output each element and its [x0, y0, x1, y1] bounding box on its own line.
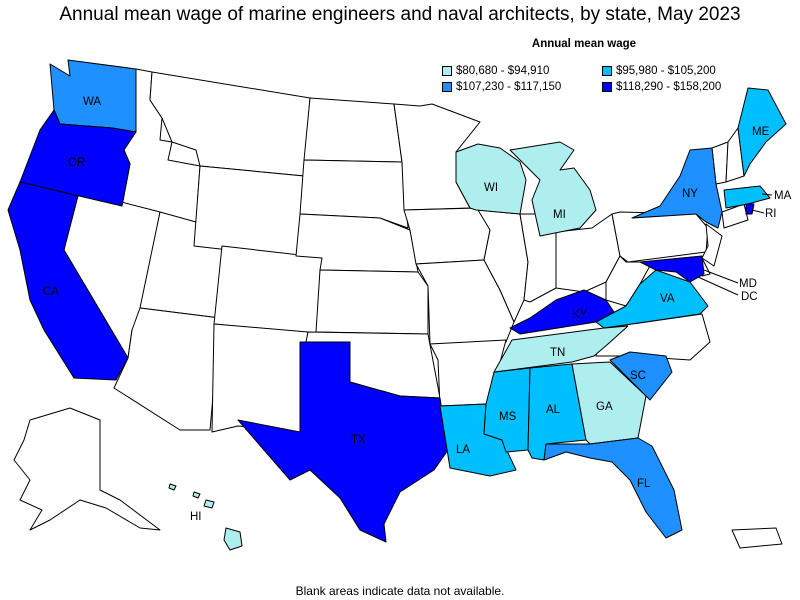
legend-label: $107,230 - $117,150 — [456, 81, 562, 93]
leader-DC — [697, 276, 739, 296]
state-WI[interactable] — [455, 143, 527, 215]
legend-item-tier-1: $80,680 - $94,910 — [442, 65, 549, 79]
label-DC: DC — [741, 291, 758, 303]
label-GA: GA — [596, 401, 613, 413]
legend-item-tier-3: $107,230 - $117,150 — [442, 81, 561, 95]
label-WI: WI — [484, 182, 498, 194]
state-PR[interactable] — [731, 527, 783, 549]
legend-swatch — [602, 82, 612, 92]
legend-label: $95,980 - $105,200 — [616, 65, 716, 77]
state-KY[interactable] — [509, 289, 615, 335]
label-FL: FL — [637, 478, 651, 490]
label-WA: WA — [83, 96, 101, 108]
label-TN: TN — [550, 347, 565, 359]
state-CO[interactable] — [213, 245, 327, 335]
state-MD[interactable] — [639, 255, 705, 283]
label-KY: KY — [572, 309, 588, 321]
state-MT[interactable] — [149, 71, 311, 177]
blank-states — [13, 68, 783, 549]
leader-RI — [751, 209, 765, 214]
state-KS[interactable] — [315, 269, 429, 335]
state-NY[interactable] — [631, 147, 723, 229]
label-LA: LA — [456, 444, 470, 456]
leader-MD — [703, 269, 739, 284]
label-MA: MA — [774, 190, 792, 202]
state-ND[interactable] — [303, 97, 403, 163]
state-AK[interactable] — [13, 407, 161, 531]
state-SD[interactable] — [299, 159, 409, 229]
state-PA[interactable] — [611, 211, 709, 263]
data-states — [7, 59, 787, 551]
state-MA[interactable] — [723, 185, 771, 209]
state-CA[interactable] — [7, 181, 129, 381]
footnote: Blank areas indicate data not available. — [295, 584, 505, 598]
state-OR[interactable] — [19, 109, 137, 207]
label-SC: SC — [630, 370, 646, 382]
state-NJ[interactable] — [701, 223, 723, 267]
label-TX: TX — [351, 434, 366, 446]
label-MD: MD — [739, 278, 757, 290]
label-ME: ME — [752, 126, 770, 138]
legend-label: $80,680 - $94,910 — [456, 65, 550, 77]
legend-label: $118,290 - $158,200 — [616, 81, 722, 93]
label-CA: CA — [43, 286, 59, 298]
state-TX[interactable] — [237, 341, 449, 543]
state-MI[interactable] — [509, 141, 597, 237]
state-NM[interactable] — [211, 323, 309, 433]
legend-item-tier-2: $95,980 - $105,200 — [602, 65, 716, 79]
legend-swatch — [442, 66, 452, 76]
label-RI: RI — [765, 208, 777, 220]
label-MI: MI — [553, 209, 566, 221]
label-MS: MS — [499, 411, 517, 423]
legend-swatch — [602, 66, 612, 76]
label-VA: VA — [660, 293, 675, 305]
legend-swatch — [442, 82, 452, 92]
state-FL[interactable] — [543, 437, 683, 539]
map-title: Annual mean wage of marine engineers and… — [59, 4, 741, 25]
label-OR: OR — [68, 157, 85, 169]
label-HI: HI — [190, 511, 202, 523]
state-SC[interactable] — [609, 351, 673, 401]
state-CT[interactable] — [721, 203, 749, 229]
state-HI[interactable] — [168, 483, 243, 551]
legend-item-tier-4: $118,290 - $158,200 — [602, 81, 721, 95]
state-labels: WA OR CA TX LA MS AL GA FL SC TN KY VA M… — [43, 96, 792, 523]
label-NY: NY — [682, 188, 698, 200]
leader-lines — [697, 193, 773, 296]
state-ME[interactable] — [737, 87, 787, 177]
state-IA[interactable] — [403, 207, 491, 265]
label-AL: AL — [546, 404, 561, 416]
state-RI[interactable] — [745, 203, 755, 215]
legend-title: Annual mean wage — [531, 38, 637, 50]
leader-MA — [761, 193, 773, 196]
state-WY[interactable] — [193, 165, 305, 259]
